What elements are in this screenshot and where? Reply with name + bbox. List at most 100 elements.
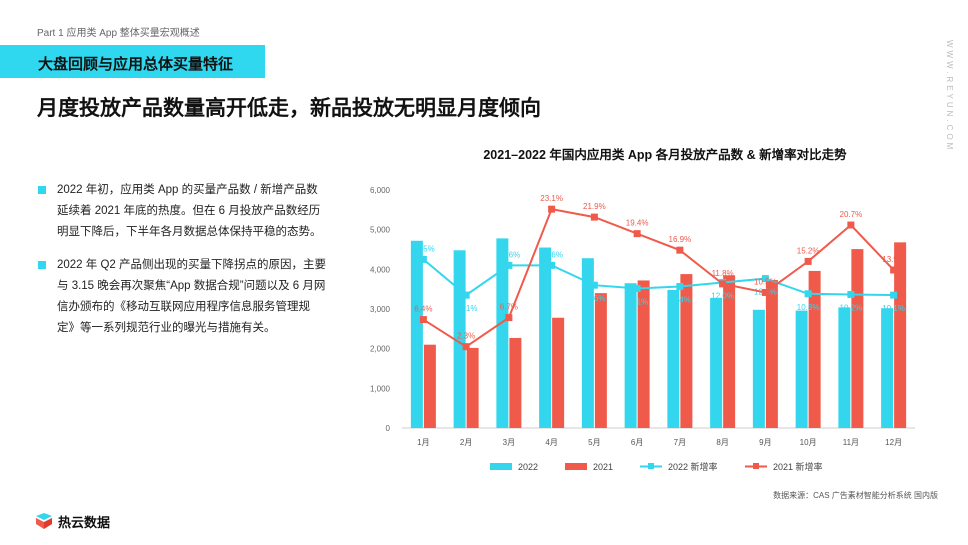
point-2021 新增率: [847, 221, 855, 229]
x-tick-label: 5月: [588, 438, 600, 447]
data-label-2021 新增率: 19.4%: [626, 219, 649, 228]
point-2021 新增率: [890, 266, 898, 274]
point-2021 新增率: [462, 343, 470, 351]
point-2021 新增率: [719, 280, 727, 288]
bullet-text: 2022 年初，应用类 App 的买量产品数 / 新增产品数延续着 2021 年…: [57, 184, 322, 238]
line-2021 新增率: [422, 208, 895, 348]
y-tick-label: 0: [386, 424, 391, 433]
point-2022 新增率: [847, 290, 855, 298]
x-tick-label: 6月: [631, 438, 643, 447]
bar-2021: [594, 293, 607, 428]
legend-marker: [753, 463, 759, 469]
legend-swatch: [490, 463, 512, 470]
data-label-2022 新增率: 10.2%: [840, 303, 863, 312]
point-2021 新增率: [505, 314, 513, 322]
bar-2022: [881, 308, 894, 428]
bullet-text: 2022 年 Q2 产品侧出现的买量下降拐点的原因，主要与 3.15 晚会再次聚…: [57, 259, 327, 334]
data-label-2022 新增率: 14.6%: [540, 250, 563, 259]
bar-2021: [423, 344, 436, 428]
bar-2021: [808, 270, 821, 428]
data-label-2021 新增率: 11.8%: [712, 269, 734, 278]
bar-2021: [637, 280, 650, 428]
data-label-2022 新增率: 11.1%: [626, 298, 648, 307]
bar-2022: [752, 309, 765, 428]
x-tick-label: 9月: [759, 438, 771, 447]
x-tick-label: 3月: [503, 438, 515, 447]
x-tick-label: 8月: [716, 438, 728, 447]
bar-2021: [680, 274, 693, 428]
bar-2022: [667, 289, 680, 428]
point-2021 新增率: [548, 205, 556, 213]
point-2022 新增率: [890, 291, 898, 299]
x-tick-label: 4月: [545, 438, 557, 447]
bullet-item: 2022 年初，应用类 App 的买量产品数 / 新增产品数延续着 2021 年…: [37, 180, 327, 243]
bar-2022: [710, 297, 723, 428]
legend-marker: [648, 463, 654, 469]
data-label-2022 新增率: 15.5%: [412, 244, 435, 253]
y-tick-label: 6,000: [370, 186, 391, 195]
data-label-2022 新增率: 10.1%: [455, 304, 478, 313]
chart-title: 2021–2022 年国内应用类 App 各月投放产品数 & 新增率对比走势: [483, 148, 847, 162]
bar-2021: [723, 275, 736, 428]
data-label-2021 新增率: 23.1%: [540, 194, 563, 203]
bar-2022: [795, 310, 808, 428]
legend-label: 2022 新增率: [668, 461, 718, 472]
data-source: 数据来源：CAS 广告素材智能分析系统 国内版: [773, 491, 938, 500]
data-label-2021 新增率: 13.9%: [882, 255, 905, 264]
bar-2021: [466, 347, 479, 428]
bullet-list: 2022 年初，应用类 App 的买量产品数 / 新增产品数延续着 2021 年…: [37, 180, 327, 351]
bar-2021: [552, 317, 565, 428]
data-label-2021 新增率: 20.7%: [840, 210, 863, 219]
point-2022 新增率: [505, 261, 513, 269]
bar-2022: [838, 307, 851, 428]
x-tick-label: 10月: [800, 438, 817, 447]
y-tick-label: 5,000: [370, 226, 391, 235]
bar-2021: [509, 337, 522, 428]
legend-swatch: [565, 463, 587, 470]
point-2022 新增率: [419, 255, 427, 263]
y-tick-label: 2,000: [370, 345, 391, 354]
bar-2022: [410, 240, 423, 428]
bar-2022: [624, 283, 637, 428]
data-label-2021 新增率: 21.9%: [583, 202, 606, 211]
point-2021 新增率: [676, 246, 684, 254]
y-tick-label: 4,000: [370, 265, 391, 274]
bar-2022: [496, 238, 509, 428]
point-2021 新增率: [804, 257, 812, 265]
data-label-2022 新增率: 14.6%: [498, 250, 521, 259]
point-2021 新增率: [419, 316, 427, 324]
point-2022 新增率: [676, 283, 684, 291]
section-title: 大盘回顾与应用总体买量特征: [38, 56, 234, 73]
data-label-2021 新增率: 6.7%: [500, 303, 518, 312]
bullet-square-icon: [38, 186, 46, 194]
logo-icon: [36, 513, 52, 529]
page-headline: 月度投放产品数量高开低走，新品投放无明显月度倾向: [37, 97, 541, 120]
point-2021 新增率: [761, 288, 769, 296]
data-label-2021 新增率: 6.4%: [414, 305, 432, 314]
x-tick-label: 12月: [885, 438, 902, 447]
legend-label: 2021 新增率: [773, 461, 823, 472]
legend-label: 2021: [593, 462, 613, 472]
y-tick-label: 1,000: [370, 384, 391, 393]
point-2022 新增率: [462, 291, 470, 299]
legend-label: 2022: [518, 462, 538, 472]
point-2021 新增率: [633, 230, 641, 238]
combo-chart: 0 1,000 2,000 3,000 4,000 5,000 6,000 1月 2月 3月 4月 5…: [370, 186, 915, 472]
data-label-2021 新增率: 16.9%: [669, 235, 692, 244]
x-tick-label: 11月: [843, 438, 859, 447]
x-tick-label: 7月: [674, 438, 686, 447]
point-2022 新增率: [761, 275, 769, 283]
x-tick-label: 2月: [460, 438, 472, 447]
bullet-item: 2022 年 Q2 产品侧出现的买量下降拐点的原因，主要与 3.15 晚会再次聚…: [37, 255, 327, 339]
side-url: WWW.REYUN.COM: [945, 40, 954, 153]
x-tick-label: 1月: [417, 438, 429, 447]
bar-2021: [765, 280, 778, 428]
data-label-2021 新增率: 2.3%: [457, 332, 475, 341]
bar-2022: [539, 247, 552, 428]
part-label: Part 1 应用类 App 整体买量宏观概述: [37, 28, 200, 39]
data-label-2022 新增率: 10.3%: [797, 303, 820, 312]
y-tick-label: 3,000: [370, 305, 391, 314]
data-label-2022 新增率: 12.0%: [711, 292, 734, 301]
point-2021 新增率: [590, 213, 598, 221]
line-2022 新增率: [422, 258, 894, 297]
